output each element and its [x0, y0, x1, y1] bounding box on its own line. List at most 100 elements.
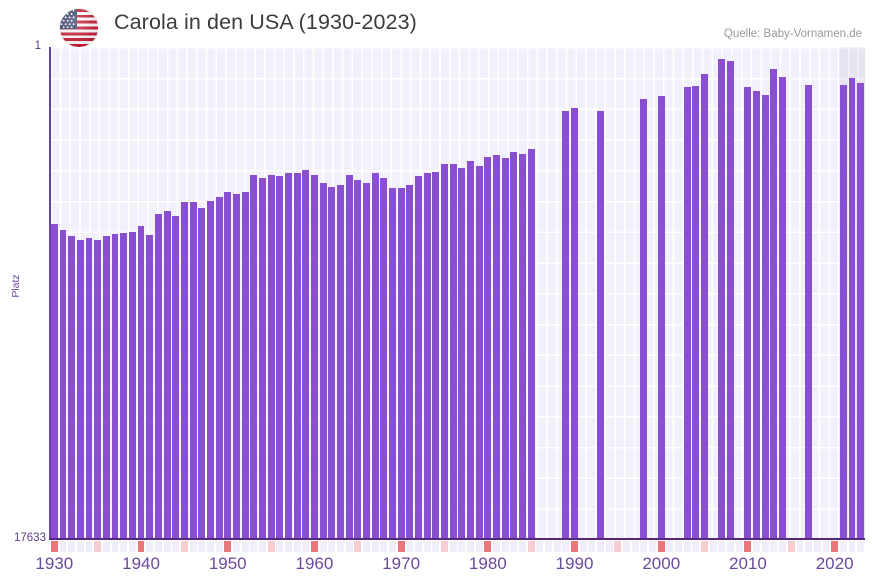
- bar[interactable]: [206, 201, 214, 539]
- x-tick-minor: [527, 541, 535, 552]
- x-tick-minor: [258, 541, 266, 552]
- bar[interactable]: [293, 173, 301, 539]
- bar[interactable]: [319, 183, 327, 539]
- bar[interactable]: [354, 179, 362, 539]
- bar[interactable]: [232, 193, 240, 539]
- bar[interactable]: [284, 173, 292, 539]
- bar[interactable]: [467, 160, 474, 539]
- bar[interactable]: [805, 85, 813, 539]
- bar[interactable]: [189, 202, 197, 539]
- bar[interactable]: [154, 213, 162, 539]
- bar[interactable]: [276, 175, 284, 539]
- bar[interactable]: [527, 149, 535, 539]
- x-tick-minor: [562, 541, 570, 552]
- x-tick-minor: [267, 541, 275, 552]
- bar[interactable]: [692, 86, 700, 539]
- bar[interactable]: [501, 158, 509, 539]
- bar[interactable]: [640, 98, 648, 539]
- x-axis-labels: 1930 1940 1950 1960 1970 1980 1990 2000 2010 2020: [0, 554, 873, 582]
- bar[interactable]: [224, 191, 232, 539]
- bar[interactable]: [128, 231, 136, 539]
- bar[interactable]: [415, 176, 422, 539]
- bar[interactable]: [120, 233, 128, 539]
- bar[interactable]: [310, 174, 318, 539]
- bar[interactable]: [50, 223, 58, 539]
- bar[interactable]: [441, 164, 448, 539]
- bar[interactable]: [302, 169, 310, 539]
- bar[interactable]: [59, 229, 67, 539]
- x-axis-label: 1950: [208, 554, 247, 573]
- flag-canton: [60, 9, 77, 29]
- bar[interactable]: [761, 94, 769, 539]
- bar[interactable]: [371, 172, 379, 539]
- bar[interactable]: [475, 165, 483, 539]
- bar[interactable]: [848, 78, 856, 539]
- bar[interactable]: [172, 215, 180, 539]
- bar[interactable]: [519, 154, 526, 539]
- bar[interactable]: [389, 187, 396, 539]
- x-tick-minor: [432, 541, 440, 552]
- bar[interactable]: [180, 202, 188, 539]
- bar[interactable]: [336, 184, 344, 539]
- bar[interactable]: [94, 240, 102, 539]
- bar[interactable]: [701, 73, 709, 539]
- bar[interactable]: [215, 197, 223, 539]
- y-axis-bottom-label: 17633: [14, 532, 46, 544]
- bar[interactable]: [657, 95, 665, 539]
- bar[interactable]: [744, 87, 752, 539]
- bar[interactable]: [102, 235, 110, 539]
- bar[interactable]: [380, 178, 388, 539]
- bar[interactable]: [423, 173, 431, 539]
- bar[interactable]: [137, 225, 145, 539]
- bar[interactable]: [163, 210, 171, 539]
- bar[interactable]: [362, 182, 370, 539]
- x-tick-minor: [406, 541, 414, 552]
- bar[interactable]: [432, 171, 440, 539]
- bar[interactable]: [146, 235, 154, 539]
- x-tick-minor: [666, 541, 674, 552]
- x-tick-minor: [232, 541, 240, 552]
- bar[interactable]: [683, 86, 691, 539]
- x-tick-minor: [848, 541, 856, 552]
- bar[interactable]: [85, 238, 93, 539]
- chart-header: Carola in den USA (1930-2023) Quelle: Ba…: [0, 0, 873, 47]
- x-tick-minor: [345, 541, 353, 552]
- x-tick-minor: [415, 541, 422, 552]
- x-tick-minor: [796, 541, 804, 552]
- bar[interactable]: [779, 76, 787, 539]
- bar[interactable]: [458, 167, 466, 539]
- x-tick-minor: [68, 541, 76, 552]
- bar[interactable]: [562, 110, 570, 539]
- x-tick-minor: [709, 541, 717, 552]
- x-tick-minor: [180, 541, 188, 552]
- bar[interactable]: [753, 91, 761, 539]
- bar[interactable]: [76, 239, 84, 539]
- x-tick-minor: [198, 541, 206, 552]
- bar[interactable]: [111, 233, 119, 539]
- bar[interactable]: [397, 188, 405, 539]
- bar[interactable]: [68, 236, 76, 539]
- bar[interactable]: [267, 175, 275, 539]
- bar[interactable]: [727, 61, 735, 539]
- bar[interactable]: [839, 85, 847, 539]
- bar[interactable]: [198, 208, 206, 539]
- bar[interactable]: [718, 58, 726, 539]
- bar[interactable]: [857, 83, 865, 539]
- bar[interactable]: [345, 175, 353, 539]
- bar[interactable]: [484, 156, 492, 539]
- x-tick-minor: [501, 541, 509, 552]
- x-tick-minor: [805, 541, 813, 552]
- x-tick-minor: [692, 541, 700, 552]
- bar[interactable]: [770, 69, 778, 539]
- x-axis-label: 1990: [555, 554, 594, 573]
- bar[interactable]: [597, 110, 604, 539]
- bar[interactable]: [406, 184, 414, 539]
- bar[interactable]: [493, 155, 500, 539]
- bar[interactable]: [250, 174, 258, 539]
- bar[interactable]: [510, 151, 518, 539]
- bar[interactable]: [241, 191, 249, 539]
- bar[interactable]: [449, 163, 457, 539]
- bar[interactable]: [258, 178, 266, 539]
- bar[interactable]: [571, 107, 578, 539]
- bar[interactable]: [328, 187, 336, 539]
